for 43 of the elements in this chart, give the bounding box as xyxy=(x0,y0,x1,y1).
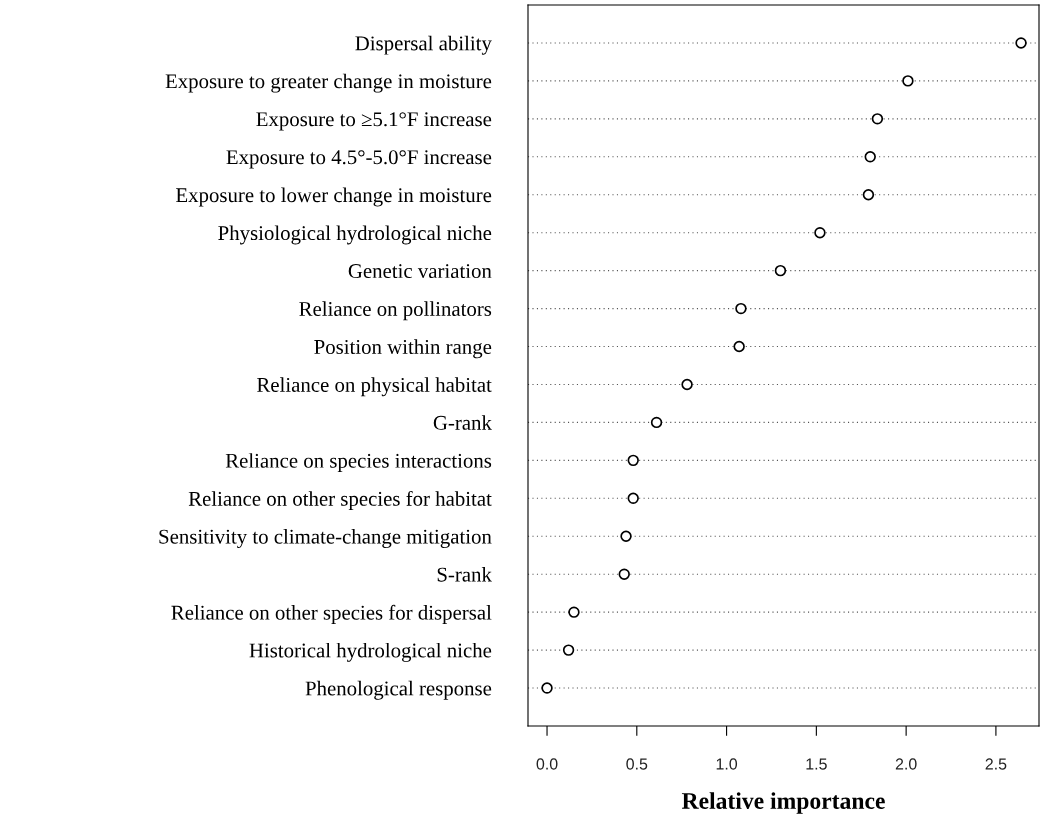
point xyxy=(562,644,575,656)
y-tick-label: G-rank xyxy=(433,415,492,430)
point xyxy=(541,682,553,694)
point xyxy=(681,378,693,391)
point xyxy=(627,492,639,505)
point xyxy=(814,226,826,239)
y-tick-label: Exposure to lower change in moisture xyxy=(176,187,492,207)
y-tick-label: Physiological hydrological niche xyxy=(218,225,492,245)
y-tick-label: Historical hydrological niche xyxy=(249,642,492,662)
point xyxy=(774,264,787,277)
y-tick-label: S-rank xyxy=(437,566,492,582)
y-tick-label: Exposure to greater change in moisture xyxy=(165,73,492,93)
x-tick-label: 2.0 xyxy=(895,758,917,770)
y-tick-label: Phenological response xyxy=(305,680,492,700)
y-tick-label: Reliance on species interactions xyxy=(225,453,492,473)
point xyxy=(627,454,639,467)
point xyxy=(650,416,663,429)
point xyxy=(871,113,884,125)
y-tick-label: Exposure to ≥5.1°F increase xyxy=(256,112,492,131)
x-tick-label: 0.5 xyxy=(626,758,648,770)
y-tick-label: Reliance on pollinators xyxy=(299,301,492,321)
y-tick-label: Exposure to 4.5°-5.0°F increase xyxy=(226,150,492,169)
y-tick-label: Position within range xyxy=(314,339,492,359)
y-tick-label: Genetic variation xyxy=(348,264,492,279)
point xyxy=(620,530,632,542)
point xyxy=(568,606,580,618)
x-tick-label: 2.5 xyxy=(985,758,1007,770)
x-tick-label: 1.5 xyxy=(806,758,827,770)
point xyxy=(733,340,745,353)
y-tick-label: Reliance on physical habitat xyxy=(257,377,492,397)
y-tick-label: Reliance on other species for dispersal xyxy=(171,604,492,624)
point xyxy=(735,302,747,315)
y-tick-label: Dispersal ability xyxy=(355,35,492,55)
point xyxy=(902,75,914,87)
x-tick-label: 1.0 xyxy=(716,758,738,770)
point xyxy=(864,151,876,163)
x-tick-label: 0.0 xyxy=(536,758,558,770)
point xyxy=(1015,37,1027,49)
point xyxy=(862,189,875,201)
x-axis-title: Relative importance xyxy=(681,792,885,814)
point xyxy=(618,568,630,580)
y-tick-label: Sensitivity to climate-change mitigation xyxy=(159,529,492,548)
y-tick-label: Reliance on other species for habitat xyxy=(188,490,492,511)
